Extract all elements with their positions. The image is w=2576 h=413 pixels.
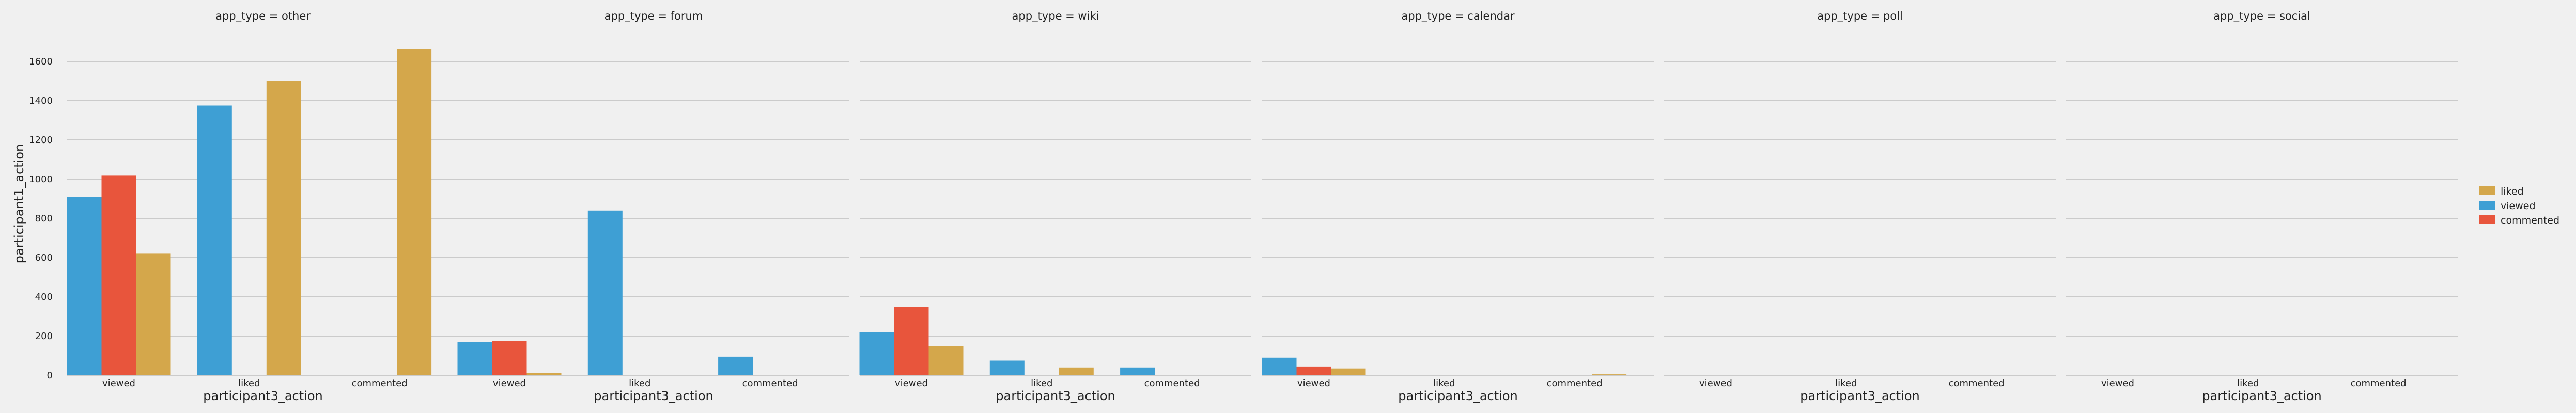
x-tick-label: liked: [238, 378, 260, 389]
x-axis-label: participant3_action: [1800, 389, 1919, 403]
bar-liked: [526, 373, 562, 375]
bar-liked: [928, 346, 964, 375]
x-tick-label: viewed: [895, 378, 928, 389]
legend-label-viewed: viewed: [2501, 200, 2536, 212]
panel-title: app_type = forum: [604, 10, 703, 23]
x-axis-label: participant3_action: [203, 389, 322, 403]
y-tick-label: 400: [35, 292, 53, 303]
y-tick-label: 800: [35, 213, 53, 224]
x-tick-label: liked: [2237, 378, 2259, 389]
legend-label-commented: commented: [2501, 215, 2559, 226]
bar-liked: [397, 49, 432, 376]
x-axis-label: participant3_action: [594, 389, 713, 403]
x-axis-label: participant3_action: [996, 389, 1115, 403]
x-tick-label: commented: [742, 378, 798, 389]
bar-viewed: [67, 197, 102, 375]
bar-viewed: [989, 360, 1025, 375]
bar-commented: [1296, 366, 1331, 375]
bar-liked: [1059, 367, 1094, 375]
x-tick-label: commented: [2351, 378, 2407, 389]
x-tick-label: liked: [1031, 378, 1052, 389]
panel-title: app_type = calendar: [1401, 10, 1515, 23]
y-tick-label: 1400: [29, 96, 53, 106]
panel-title: app_type = social: [2213, 10, 2310, 23]
y-tick-label: 1200: [29, 135, 53, 146]
bar-viewed: [457, 342, 492, 375]
x-tick-label: commented: [352, 378, 408, 389]
x-tick-label: liked: [1835, 378, 1857, 389]
bar-liked: [266, 81, 301, 375]
bar-viewed: [1120, 367, 1155, 375]
panel-title: app_type = other: [215, 10, 311, 23]
bar-liked: [1592, 374, 1627, 375]
panel-title: app_type = wiki: [1012, 10, 1099, 23]
bar-viewed: [1262, 357, 1297, 375]
legend-label-liked: liked: [2501, 186, 2524, 197]
y-tick-label: 1600: [29, 56, 53, 67]
x-tick-label: commented: [1949, 378, 2005, 389]
bar-liked: [136, 253, 171, 375]
x-tick-label: viewed: [102, 378, 135, 389]
y-tick-label: 1000: [29, 174, 53, 185]
bar-commented: [894, 307, 929, 375]
bar-commented: [492, 341, 527, 375]
bar-viewed: [859, 332, 894, 375]
y-axis-label: participant1_action: [12, 144, 26, 263]
bar-viewed: [197, 105, 232, 375]
y-tick-label: 600: [35, 252, 53, 263]
bar-liked: [1331, 368, 1366, 375]
y-tick-label: 200: [35, 331, 53, 342]
panel-title: app_type = poll: [1817, 10, 1903, 23]
bar-viewed: [718, 356, 753, 375]
x-tick-label: viewed: [2101, 378, 2134, 389]
x-tick-label: commented: [1144, 378, 1200, 389]
x-tick-label: commented: [1547, 378, 1603, 389]
x-tick-label: viewed: [1699, 378, 1732, 389]
legend-swatch-commented: [2479, 215, 2495, 224]
x-axis-label: participant3_action: [2202, 389, 2321, 403]
x-axis-label: participant3_action: [1398, 389, 1517, 403]
bar-viewed: [587, 210, 623, 375]
bar-commented: [101, 175, 136, 375]
x-tick-label: liked: [629, 378, 650, 389]
legend-swatch-liked: [2479, 186, 2495, 195]
y-tick-label: 0: [47, 370, 53, 381]
x-tick-label: liked: [1433, 378, 1455, 389]
x-tick-label: viewed: [1297, 378, 1330, 389]
legend-swatch-viewed: [2479, 201, 2495, 210]
x-tick-label: viewed: [493, 378, 526, 389]
